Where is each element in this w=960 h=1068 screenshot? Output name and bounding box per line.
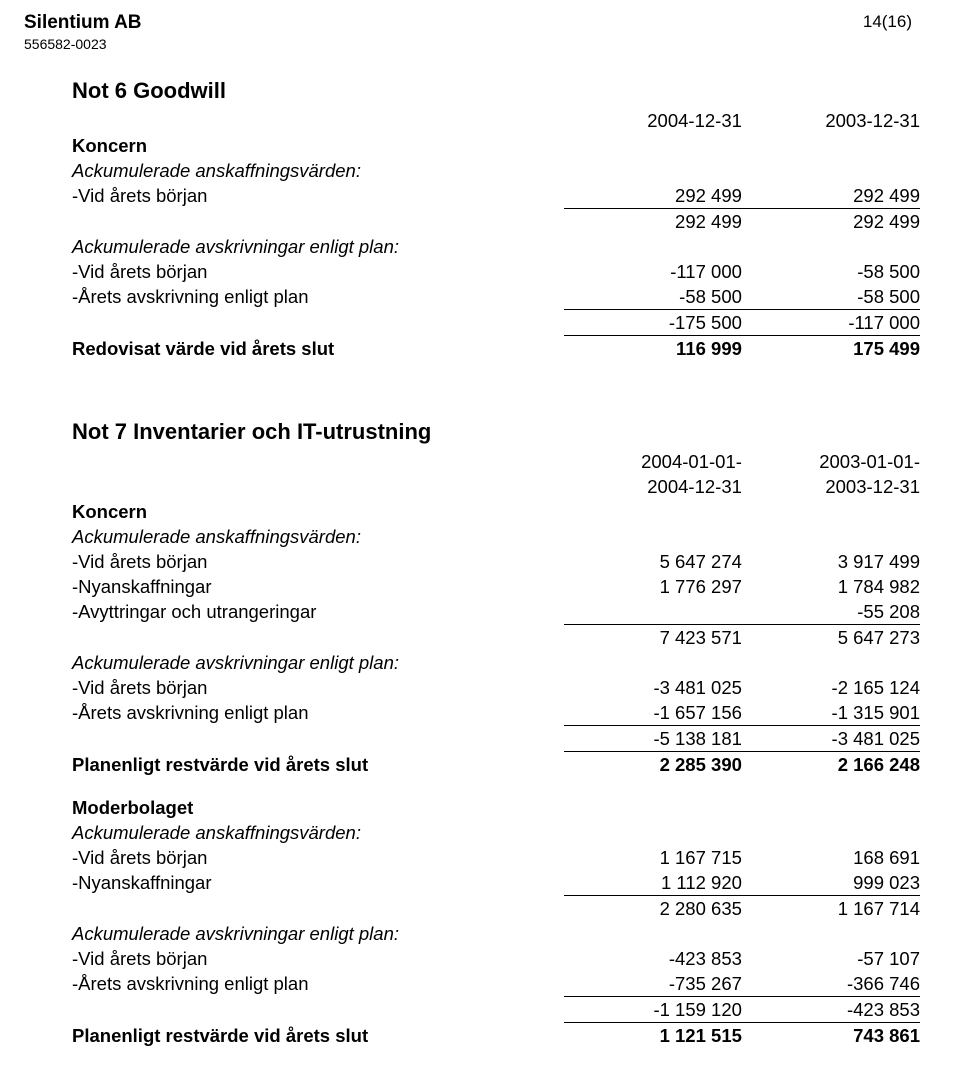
note6-koncern: Koncern xyxy=(72,133,564,158)
cell: 168 691 xyxy=(742,845,920,870)
cell: 292 499 xyxy=(564,209,742,235)
note7-title: Not 7 Inventarier och IT-utrustning xyxy=(72,419,920,445)
cell: 1 112 920 xyxy=(564,870,742,896)
content: Not 6 Goodwill 2004-12-31 2003-12-31 Kon… xyxy=(72,78,920,1048)
cell: -117 000 xyxy=(564,259,742,284)
row-label: -Nyanskaffningar xyxy=(72,870,564,896)
cell: -55 208 xyxy=(742,599,920,625)
cell: 1 167 715 xyxy=(564,845,742,870)
cell: 292 499 xyxy=(742,209,920,235)
row-label: -Vid årets början xyxy=(72,845,564,870)
cell: -58 500 xyxy=(742,284,920,310)
note6-table: 2004-12-31 2003-12-31 Koncern Ackumulera… xyxy=(72,108,920,361)
row-label: -Årets avskrivning enligt plan xyxy=(72,700,564,726)
row-label: Ackumulerade anskaffningsvärden: xyxy=(72,820,564,845)
cell: -2 165 124 xyxy=(742,675,920,700)
row-label: -Vid årets början xyxy=(72,946,564,971)
note7-moderbolaget: Moderbolaget xyxy=(72,795,564,820)
row-label: -Avyttringar och utrangeringar xyxy=(72,599,564,625)
cell: 116 999 xyxy=(564,336,742,362)
cell: -3 481 025 xyxy=(742,726,920,752)
cell: 3 917 499 xyxy=(742,549,920,574)
note7-p2b: 2003-12-31 xyxy=(742,474,920,499)
note6-vid-borjan: -Vid årets början xyxy=(72,183,564,209)
cell: -57 107 xyxy=(742,946,920,971)
company-name: Silentium AB xyxy=(24,12,142,34)
cell: 1 121 515 xyxy=(564,1023,742,1049)
cell: 2 280 635 xyxy=(564,896,742,922)
cell: 292 499 xyxy=(742,183,920,209)
note7-koncern: Koncern xyxy=(72,499,564,524)
cell: -58 500 xyxy=(742,259,920,284)
row-label: Planenligt restvärde vid årets slut xyxy=(72,1023,564,1049)
page-header: Silentium AB 556582-0023 14(16) xyxy=(24,12,920,52)
row-label: Ackumulerade avskrivningar enligt plan: xyxy=(72,921,564,946)
note7-p1b: 2004-12-31 xyxy=(564,474,742,499)
row-label: -Vid årets början xyxy=(72,675,564,700)
cell: -5 138 181 xyxy=(564,726,742,752)
note7-ack-avskr: Ackumulerade avskrivningar enligt plan: xyxy=(72,650,564,675)
cell: 5 647 274 xyxy=(564,549,742,574)
cell: -58 500 xyxy=(564,284,742,310)
cell: 5 647 273 xyxy=(742,625,920,651)
cell: 999 023 xyxy=(742,870,920,896)
cell: -175 500 xyxy=(564,310,742,336)
note6-vid-borjan2: -Vid årets början xyxy=(72,259,564,284)
cell: -423 853 xyxy=(564,946,742,971)
cell: -3 481 025 xyxy=(564,675,742,700)
page-number: 14(16) xyxy=(863,12,920,32)
cell: 1 776 297 xyxy=(564,574,742,599)
cell: -423 853 xyxy=(742,997,920,1023)
cell: -1 657 156 xyxy=(564,700,742,726)
row-label: -Nyanskaffningar xyxy=(72,574,564,599)
note7-table: 2004-01-01- 2003-01-01- 2004-12-31 2003-… xyxy=(72,449,920,1048)
note6-title: Not 6 Goodwill xyxy=(72,78,920,104)
note6-period2: 2003-12-31 xyxy=(742,108,920,133)
row-label: -Vid årets början xyxy=(72,549,564,574)
note7-p2a: 2003-01-01- xyxy=(742,449,920,474)
cell xyxy=(564,599,742,625)
company-block: Silentium AB 556582-0023 xyxy=(24,12,142,52)
cell: -117 000 xyxy=(742,310,920,336)
cell: 1 784 982 xyxy=(742,574,920,599)
note6-redovisat: Redovisat värde vid årets slut xyxy=(72,336,564,362)
cell: -366 746 xyxy=(742,971,920,997)
note7-planenligt: Planenligt restvärde vid årets slut xyxy=(72,752,564,778)
note6-ack-ansk: Ackumulerade anskaffningsvärden: xyxy=(72,158,564,183)
cell: 2 166 248 xyxy=(742,752,920,778)
cell: 292 499 xyxy=(564,183,742,209)
cell: -1 159 120 xyxy=(564,997,742,1023)
cell: 743 861 xyxy=(742,1023,920,1049)
cell: 1 167 714 xyxy=(742,896,920,922)
note7-ack-ansk: Ackumulerade anskaffningsvärden: xyxy=(72,524,564,549)
note6-period1: 2004-12-31 xyxy=(564,108,742,133)
note6-avskr-plan: -Årets avskrivning enligt plan xyxy=(72,284,564,310)
cell: 175 499 xyxy=(742,336,920,362)
org-number: 556582-0023 xyxy=(24,36,142,52)
cell: -735 267 xyxy=(564,971,742,997)
cell: 7 423 571 xyxy=(564,625,742,651)
cell: -1 315 901 xyxy=(742,700,920,726)
page: Silentium AB 556582-0023 14(16) Not 6 Go… xyxy=(0,0,960,1068)
cell: 2 285 390 xyxy=(564,752,742,778)
row-label: -Årets avskrivning enligt plan xyxy=(72,971,564,997)
note6-ack-avskr: Ackumulerade avskrivningar enligt plan: xyxy=(72,234,564,259)
note7-p1a: 2004-01-01- xyxy=(564,449,742,474)
